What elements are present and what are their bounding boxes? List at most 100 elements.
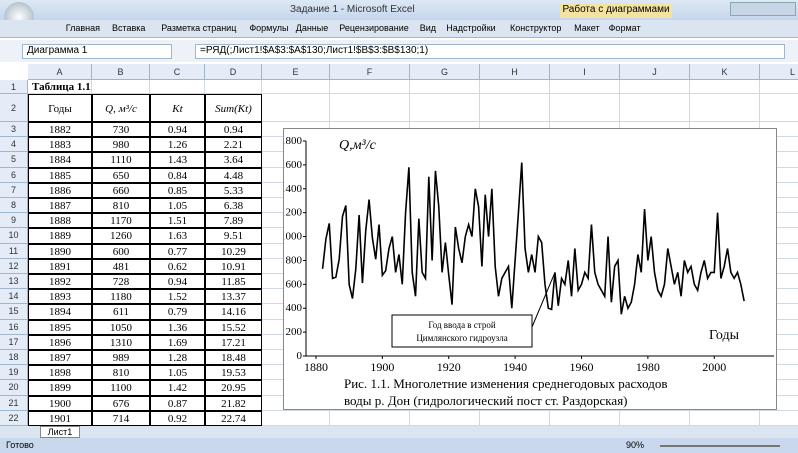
- x-tick-label: 1940: [503, 360, 527, 374]
- cell: [760, 396, 798, 411]
- table-title: Таблица 1.1: [32, 81, 91, 93]
- name-box[interactable]: Диаграмма 1: [22, 44, 172, 59]
- cell: [760, 289, 798, 305]
- table-cell: 1260: [92, 228, 150, 244]
- table-cell: 0.94: [150, 274, 205, 290]
- table-header: Q, м³/с: [92, 94, 150, 122]
- row-header: 5: [0, 152, 28, 168]
- table-cell: 1891: [28, 258, 92, 274]
- row-header: 22: [0, 410, 28, 426]
- table-cell: 0.77: [150, 243, 205, 259]
- ribbon-tab[interactable]: Формулы: [249, 23, 289, 33]
- zoom-level: 90%: [626, 440, 645, 450]
- cell: [760, 94, 798, 122]
- sheet-tab[interactable]: Лист1: [40, 426, 80, 438]
- table-cell: 13.37: [205, 289, 262, 305]
- row-header: 1: [0, 80, 28, 94]
- table-cell: 1885: [28, 167, 92, 183]
- y-tick-label: 200: [286, 326, 303, 338]
- ribbon-tab[interactable]: Формат: [608, 23, 641, 33]
- table-cell: 1887: [28, 198, 92, 214]
- cell: [480, 80, 550, 94]
- cell: [760, 137, 798, 153]
- x-tick-label: 1980: [636, 360, 660, 374]
- table-cell: 1.26: [150, 137, 205, 153]
- row-header: 21: [0, 395, 28, 411]
- annotation-text: Год ввода в строй: [428, 320, 496, 330]
- row-header: 8: [0, 198, 28, 214]
- ribbon-tab[interactable]: Надстройки: [446, 23, 496, 33]
- cell: [410, 410, 480, 426]
- column-header: A: [28, 64, 92, 80]
- annotation-text: Цимлянского гидроузла: [416, 333, 507, 343]
- formula-bar[interactable]: =РЯД(;Лист1!$A$3:$A$130;Лист1!$B$3:$B$13…: [195, 44, 785, 59]
- ribbon-tab[interactable]: Рецензирование: [339, 23, 409, 33]
- y-tick-label: 800: [286, 254, 303, 266]
- row-header: 19: [0, 365, 28, 381]
- row-header: 3: [0, 122, 28, 138]
- ribbon-tab[interactable]: Конструктор: [510, 23, 562, 33]
- row-header: 14: [0, 289, 28, 305]
- table-cell: 980: [92, 137, 150, 153]
- table-cell: 810: [92, 365, 150, 381]
- cell: [760, 244, 798, 259]
- table-cell: 1.36: [150, 319, 205, 335]
- table-cell: 11.85: [205, 274, 262, 290]
- cell: [760, 411, 798, 426]
- table-cell: 600: [92, 243, 150, 259]
- cell: [92, 80, 150, 94]
- y-tick-label: 1200: [283, 207, 303, 219]
- table-cell: 1893: [28, 289, 92, 305]
- cell: [262, 410, 330, 426]
- cell: [760, 320, 798, 335]
- chart[interactable]: 0 200 400 600 800 1000 1200 1400 1600 1800 1880 190…: [283, 128, 777, 410]
- table-cell: 676: [92, 395, 150, 411]
- ribbon-tabs: Главная Вставка Разметка страниц Формулы Дан…: [0, 20, 798, 38]
- cell: [330, 410, 410, 426]
- table-cell: 4.48: [205, 167, 262, 183]
- cell: [480, 94, 550, 122]
- cell: [550, 94, 620, 122]
- table-header: Kt: [150, 94, 205, 122]
- table-cell: 989: [92, 350, 150, 366]
- ribbon-tab[interactable]: Данные: [295, 23, 329, 33]
- cell: [760, 259, 798, 274]
- cell: [760, 228, 798, 244]
- ribbon-tab[interactable]: Разметка страниц: [161, 23, 237, 33]
- table-cell: 660: [92, 182, 150, 198]
- cell: [690, 94, 760, 122]
- ribbon-tab[interactable]: Макет: [574, 23, 600, 33]
- ribbon-tab[interactable]: Вид: [419, 23, 437, 33]
- table-cell: 1.28: [150, 350, 205, 366]
- window-controls[interactable]: [730, 2, 796, 16]
- table-cell: 0.85: [150, 182, 205, 198]
- cell: [410, 94, 480, 122]
- cell: [330, 80, 410, 94]
- chart-caption: Рис. 1.1. Многолетние изменения среднего…: [344, 376, 668, 391]
- cell: [620, 410, 690, 426]
- table-cell: 2.21: [205, 137, 262, 153]
- x-tick-label: 1960: [569, 360, 593, 374]
- table-cell: 0.92: [150, 410, 205, 426]
- row-header: 7: [0, 182, 28, 198]
- table-cell: 18.48: [205, 350, 262, 366]
- ribbon-tab[interactable]: Главная: [65, 23, 101, 33]
- row-header: 10: [0, 228, 28, 244]
- column-header: L: [760, 64, 798, 80]
- x-axis-label: Годы: [709, 328, 740, 343]
- cell: [550, 410, 620, 426]
- table-cell: 10.91: [205, 258, 262, 274]
- ribbon-tab[interactable]: Вставка: [111, 23, 146, 33]
- zoom-slider[interactable]: [660, 445, 780, 447]
- row-header: 9: [0, 213, 28, 229]
- row-header: 18: [0, 350, 28, 366]
- row-header: 17: [0, 334, 28, 350]
- cell: [205, 80, 262, 94]
- row-header: 15: [0, 304, 28, 320]
- x-tick-label: 1900: [370, 360, 394, 374]
- cell: [760, 335, 798, 350]
- table-cell: 1100: [92, 380, 150, 396]
- table-cell: 730: [92, 122, 150, 138]
- column-header: K: [690, 64, 760, 80]
- table-cell: 9.51: [205, 228, 262, 244]
